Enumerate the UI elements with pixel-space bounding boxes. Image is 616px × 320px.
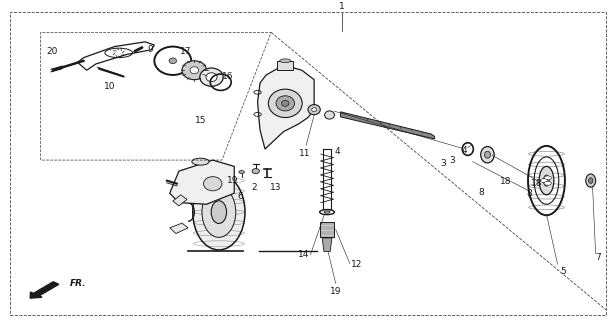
- Text: 17: 17: [180, 47, 192, 56]
- Circle shape: [544, 181, 551, 185]
- Text: 2: 2: [252, 183, 257, 192]
- Ellipse shape: [312, 108, 317, 112]
- Ellipse shape: [325, 111, 334, 119]
- Text: 3: 3: [440, 158, 446, 167]
- Text: 14: 14: [298, 250, 309, 259]
- Text: 19: 19: [227, 176, 239, 185]
- Ellipse shape: [324, 211, 330, 213]
- Text: 6: 6: [238, 192, 243, 202]
- Text: 11: 11: [299, 149, 310, 158]
- Polygon shape: [172, 195, 187, 206]
- Polygon shape: [322, 238, 332, 252]
- Text: 15: 15: [195, 116, 206, 125]
- Text: 9: 9: [147, 45, 153, 54]
- Text: 18: 18: [500, 177, 511, 186]
- Ellipse shape: [202, 187, 236, 237]
- Ellipse shape: [269, 89, 302, 117]
- Text: FR.: FR.: [70, 279, 86, 289]
- Ellipse shape: [539, 166, 554, 195]
- Text: 20: 20: [46, 47, 57, 56]
- Ellipse shape: [276, 96, 294, 111]
- Text: 5: 5: [560, 267, 566, 276]
- Ellipse shape: [586, 174, 596, 187]
- Text: 18: 18: [531, 179, 542, 188]
- Text: 16: 16: [222, 72, 233, 81]
- Ellipse shape: [182, 61, 206, 80]
- Text: 4: 4: [462, 146, 468, 155]
- Ellipse shape: [543, 175, 549, 186]
- Text: 13: 13: [270, 183, 282, 192]
- Ellipse shape: [200, 68, 223, 86]
- Polygon shape: [170, 223, 188, 234]
- Text: 8: 8: [479, 188, 485, 197]
- Polygon shape: [341, 112, 435, 139]
- Ellipse shape: [169, 58, 176, 64]
- Ellipse shape: [252, 169, 259, 174]
- Circle shape: [544, 176, 551, 180]
- Text: 10: 10: [104, 82, 116, 91]
- FancyArrow shape: [30, 282, 59, 298]
- Ellipse shape: [308, 105, 320, 115]
- Ellipse shape: [211, 201, 227, 223]
- Circle shape: [540, 179, 548, 182]
- Ellipse shape: [480, 147, 494, 163]
- Ellipse shape: [282, 100, 289, 106]
- Ellipse shape: [193, 174, 245, 250]
- Ellipse shape: [280, 59, 291, 63]
- Polygon shape: [320, 221, 334, 237]
- Polygon shape: [170, 160, 234, 204]
- Ellipse shape: [203, 177, 222, 191]
- Polygon shape: [257, 67, 314, 149]
- Ellipse shape: [484, 151, 490, 158]
- Text: 19: 19: [330, 287, 341, 296]
- Ellipse shape: [190, 67, 198, 74]
- Ellipse shape: [588, 178, 593, 183]
- Text: 7: 7: [596, 253, 601, 262]
- Ellipse shape: [239, 171, 245, 174]
- Text: 12: 12: [351, 260, 362, 268]
- Text: 4: 4: [334, 148, 340, 156]
- Text: 8: 8: [527, 189, 532, 198]
- Text: 3: 3: [450, 156, 455, 164]
- Ellipse shape: [206, 73, 217, 82]
- Ellipse shape: [192, 158, 209, 165]
- Text: 1: 1: [339, 2, 345, 11]
- Bar: [277, 61, 293, 70]
